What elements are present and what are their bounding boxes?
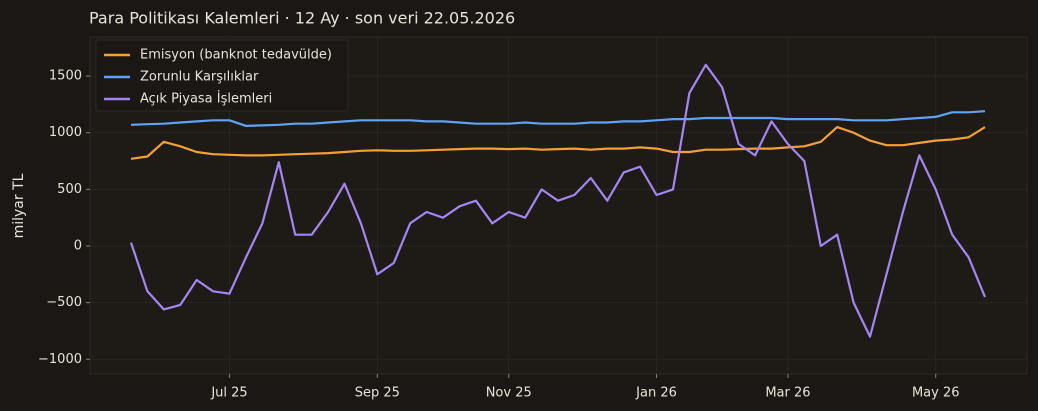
y-axis-label: milyar TL	[11, 173, 27, 238]
line-series	[130, 110, 986, 127]
legend-label: Emisyon (banknot tedavülde)	[140, 48, 332, 63]
y-tick-label: 1000	[49, 125, 82, 140]
x-tick-label: Jan 26	[635, 386, 677, 401]
legend-box	[95, 39, 349, 112]
legend-label: Zorunlu Karşılıklar	[140, 70, 259, 85]
x-tick-label: Mar 26	[765, 386, 810, 401]
x-tick-label: Sep 25	[355, 386, 400, 401]
y-tick-label: −1000	[38, 352, 82, 367]
y-tick-label: −500	[46, 295, 82, 310]
x-tick-label: Jul 25	[210, 386, 247, 401]
line-series	[129, 63, 987, 338]
chart-title: Para Politikası Kalemleri · 12 Ay · son …	[89, 9, 515, 28]
line-series	[130, 126, 986, 160]
x-tick-label: Nov 25	[486, 386, 532, 401]
x-tick-label: May 26	[912, 386, 960, 401]
y-tick-label: 500	[57, 182, 82, 197]
y-tick-label: 0	[74, 238, 82, 253]
legend-label: Açık Piyasa İşlemleri	[140, 91, 272, 107]
y-tick-label: 1500	[49, 69, 82, 84]
